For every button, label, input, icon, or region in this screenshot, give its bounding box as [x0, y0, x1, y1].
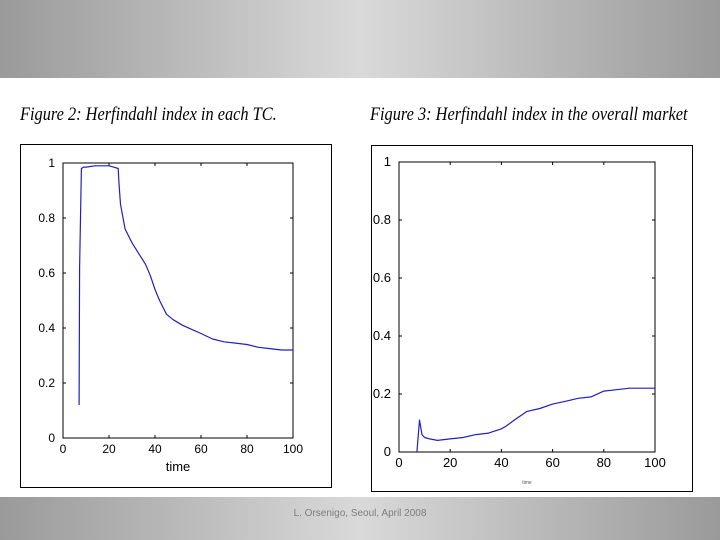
y-tick-label: 0.2: [373, 386, 391, 401]
x-tick-label: 0: [395, 455, 402, 470]
figure-2-title: Figure 2: Herfindahl index in each TC.: [20, 104, 277, 125]
figure-2-frame: 0 20 40 60 80 100 0 0.2 0.4 0.6 0.8 1 time: [20, 144, 332, 488]
x-tick-label: 20: [443, 455, 457, 470]
x-tick-label: 60: [545, 455, 559, 470]
series-line: [416, 387, 655, 453]
x-axis-label: time: [522, 480, 532, 486]
x-tick-label: 20: [102, 442, 116, 456]
y-tick-label: 0.6: [373, 270, 391, 285]
series-line: [78, 165, 293, 406]
y-tick-label: 1: [48, 156, 55, 170]
x-tick-label: 40: [148, 442, 162, 456]
x-tick-label: 100: [283, 442, 303, 456]
y-tick-label: 0: [384, 444, 391, 459]
plot-axes-box: [62, 162, 294, 439]
figure-3-frame: 0 20 40 60 80 100 0 0.2 0.4 0.6 0.8 1 time: [371, 145, 693, 492]
y-tick-label: 0.4: [38, 321, 55, 335]
figure-2-chart: 0 20 40 60 80 100 0 0.2 0.4 0.6 0.8 1 time: [38, 156, 303, 474]
y-tick-label: 1: [384, 154, 391, 169]
y-tick-label: 0.4: [373, 328, 391, 343]
x-tick-label: 40: [494, 455, 508, 470]
x-tick-label: 80: [597, 455, 611, 470]
y-tick-label: 0.8: [373, 212, 391, 227]
figure-3-title: Figure 3: Herfindahl index in the overal…: [370, 104, 688, 125]
x-tick-label: 60: [194, 442, 208, 456]
y-tick-label: 0: [48, 431, 55, 445]
figure-3-chart: 0 20 40 60 80 100 0 0.2 0.4 0.6 0.8 1 time: [373, 154, 666, 486]
plot-axes-box: [398, 161, 656, 453]
slide-header-band: [0, 0, 720, 78]
x-tick-label: 80: [240, 442, 254, 456]
y-tick-label: 0.2: [38, 376, 55, 390]
slide-footer-text: L. Orsenigo, Seoul, April 2008: [293, 508, 427, 519]
y-tick-label: 0.8: [38, 211, 55, 225]
x-tick-label: 0: [60, 442, 67, 456]
y-tick-label: 0.6: [38, 266, 55, 280]
x-axis-label: time: [166, 459, 191, 474]
x-tick-label: 100: [644, 455, 666, 470]
slide-footer-band: [0, 497, 720, 540]
